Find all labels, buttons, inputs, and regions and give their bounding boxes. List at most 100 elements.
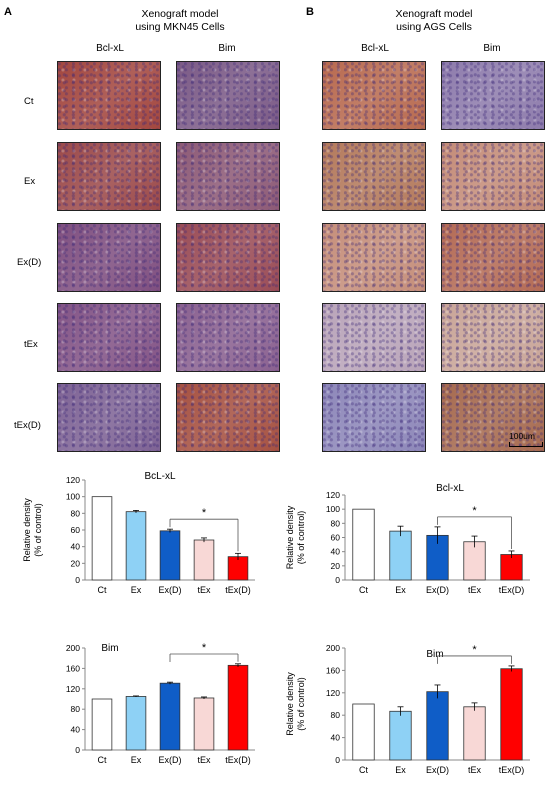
bar-tEx (463, 541, 486, 581)
x-tick-label: Ct (359, 765, 368, 775)
x-tick-label: tEx (197, 755, 211, 765)
bar-Ex (125, 696, 147, 751)
y-axis-label: (% of control) (33, 503, 43, 557)
chart-b-bim: 0 40 80 120 160 200 Relative density (% of cont… (285, 643, 530, 775)
y-tick-label: 120 (326, 490, 340, 500)
bar-tEx(D) (227, 664, 249, 751)
y-axis-label: (% of control) (296, 511, 306, 565)
panel-a-col-bim: Bim (218, 43, 236, 54)
tissue-image-b-bclxl-4 (322, 383, 426, 452)
x-tick-label: tEx(D) (225, 585, 251, 595)
y-tick-label: 120 (66, 475, 80, 485)
chart-title: Bcl-xL (436, 483, 464, 494)
panel-a-header: Xenograft model using MKN45 Cells (100, 8, 260, 34)
panel-b-col-bim: Bim (483, 43, 501, 54)
panel-b-col-bclxl: Bcl-xL (361, 43, 389, 54)
chart-title: BcL-xL (144, 471, 176, 482)
x-tick-label: Ex(D) (426, 765, 449, 775)
bar-Ex(D) (159, 682, 181, 751)
significance-star: * (202, 507, 207, 519)
bar-Ct (91, 698, 113, 751)
significance-star: * (202, 642, 207, 654)
y-tick-label: 120 (66, 684, 80, 694)
bar-Ct (91, 496, 113, 581)
x-tick-label: tEx(D) (499, 765, 525, 775)
chart-title: Bim (101, 643, 118, 654)
x-tick-label: tEx (468, 765, 482, 775)
y-axis-label: Relative density (22, 498, 32, 562)
panel-b-header: Xenograft model using AGS Cells (354, 8, 514, 34)
chart-b-bclxl: 0 20 40 60 80 100 120 Relative density (% of con… (285, 483, 530, 595)
tissue-image-a-bclxl-4 (57, 383, 161, 452)
row-label-ex: Ex (24, 176, 36, 187)
tissue-image-a-bclxl-1 (57, 142, 161, 211)
y-tick-label: 200 (326, 643, 340, 653)
tissue-image-b-bclxl-0 (322, 61, 426, 130)
y-tick-label: 80 (71, 508, 81, 518)
y-tick-label: 100 (326, 504, 340, 514)
tissue-image-a-bim-4 (176, 383, 280, 452)
x-tick-label: tEx (197, 585, 211, 595)
y-tick-label: 200 (66, 643, 80, 653)
x-tick-label: Ct (98, 755, 107, 765)
bar-Ex(D) (159, 530, 181, 581)
bar-Ct (352, 508, 375, 581)
tissue-image-a-bclxl-2 (57, 223, 161, 292)
x-tick-label: tEx(D) (499, 585, 525, 595)
significance-star: * (472, 644, 477, 656)
y-tick-label: 20 (71, 558, 81, 568)
tissue-image-b-bim-0 (441, 61, 545, 130)
y-tick-label: 80 (71, 704, 81, 714)
panel-a-header-line1: Xenograft model (141, 8, 219, 20)
tissue-image-a-bclxl-0 (57, 61, 161, 130)
x-tick-label: Ct (359, 585, 368, 595)
tissue-image-b-bim-1 (441, 142, 545, 211)
row-label-texd: tEx(D) (14, 420, 41, 431)
tissue-image-b-bclxl-2 (322, 223, 426, 292)
bar-tEx (463, 706, 486, 761)
bar-Ex (389, 710, 412, 761)
y-tick-label: 0 (75, 745, 80, 755)
panel-b-header-line1: Xenograft model (395, 8, 473, 20)
bar-tEx (193, 697, 215, 751)
y-tick-label: 60 (331, 533, 341, 543)
y-tick-label: 80 (331, 518, 341, 528)
y-tick-label: 40 (331, 733, 341, 743)
y-tick-label: 120 (326, 688, 340, 698)
x-tick-label: Ex(D) (159, 755, 182, 765)
chart-a-bim: 0 40 80 120 160 200 Bim Ct Ex Ex(D) tEx tEx(D) * (66, 642, 255, 765)
x-tick-label: Ex (395, 765, 406, 775)
y-tick-label: 60 (71, 525, 81, 535)
bar-tEx(D) (500, 554, 523, 581)
y-tick-label: 80 (331, 710, 341, 720)
panel-a-col-bclxl: Bcl-xL (96, 43, 124, 54)
x-tick-label: Ex(D) (426, 585, 449, 595)
tissue-image-a-bclxl-3 (57, 303, 161, 372)
chart-a-bclxl: 0 20 40 60 80 100 120 Relative density (% of con… (22, 471, 255, 595)
x-tick-label: tEx(D) (225, 755, 251, 765)
y-tick-label: 100 (66, 492, 80, 502)
y-axis-label: (% of control) (296, 677, 306, 731)
y-tick-label: 40 (71, 725, 81, 735)
significance-star: * (472, 505, 477, 517)
y-axis-label: Relative density (285, 672, 295, 736)
y-tick-label: 0 (75, 575, 80, 585)
bar-Ex(D) (426, 691, 449, 761)
y-tick-label: 40 (71, 542, 81, 552)
tissue-image-a-bim-1 (176, 142, 280, 211)
row-label-exd: Ex(D) (17, 257, 42, 268)
y-tick-label: 0 (335, 755, 340, 765)
x-tick-label: Ex (131, 755, 142, 765)
y-tick-label: 160 (326, 665, 340, 675)
panel-a-header-line2: using MKN45 Cells (135, 21, 225, 33)
x-tick-label: tEx (468, 585, 482, 595)
tissue-image-b-bim-2 (441, 223, 545, 292)
tissue-image-b-bclxl-3 (322, 303, 426, 372)
row-label-tex: tEx (24, 339, 38, 350)
tissue-image-a-bim-3 (176, 303, 280, 372)
y-tick-label: 160 (66, 663, 80, 673)
tissue-image-a-bim-0 (176, 61, 280, 130)
row-label-ct: Ct (24, 96, 34, 107)
y-tick-label: 20 (331, 561, 341, 571)
x-tick-label: Ex (131, 585, 142, 595)
